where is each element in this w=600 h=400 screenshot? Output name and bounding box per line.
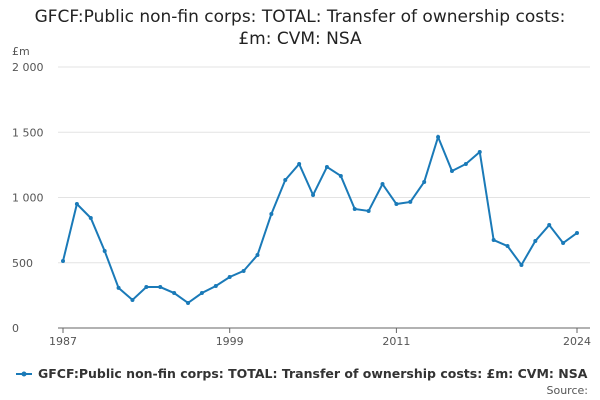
data-point — [491, 238, 496, 243]
data-point — [297, 161, 302, 166]
data-point — [422, 179, 427, 184]
data-point — [199, 291, 204, 296]
data-point — [436, 134, 441, 139]
legend-label: GFCF:Public non-fin corps: TOTAL: Transf… — [38, 366, 588, 381]
data-point — [463, 161, 468, 166]
data-point — [227, 274, 232, 279]
chart-title: GFCF:Public non-fin corps: TOTAL: Transf… — [34, 7, 566, 49]
data-point — [352, 206, 357, 211]
data-point — [158, 285, 163, 290]
data-point — [130, 297, 135, 302]
y-tick-label: 2 000 — [12, 61, 44, 74]
data-point — [61, 259, 65, 264]
data-point — [172, 291, 177, 296]
y-tick-label: 1 500 — [12, 126, 44, 139]
data-point — [241, 268, 246, 273]
x-tick-label: 2011 — [382, 335, 410, 348]
data-point — [213, 283, 218, 288]
data-point — [74, 202, 79, 207]
data-point — [477, 149, 482, 154]
data-point — [380, 182, 385, 187]
data-point — [547, 223, 552, 228]
data-point — [533, 238, 538, 243]
legend-marker — [21, 371, 27, 377]
data-point — [186, 300, 191, 305]
y-unit: £m — [12, 45, 30, 58]
data-point — [255, 253, 260, 258]
source: Source: — [547, 384, 589, 397]
data-point — [575, 230, 579, 235]
x-tick-label: 1987 — [49, 335, 77, 348]
data-point — [561, 241, 566, 246]
data-point — [394, 202, 399, 207]
data-point — [102, 249, 107, 254]
data-point — [519, 262, 524, 267]
data-point — [269, 211, 274, 216]
data-point — [449, 169, 454, 174]
x-tick-label: 2024 — [563, 335, 591, 348]
data-point — [88, 215, 93, 220]
data-point — [116, 285, 121, 290]
y-tick-label: 500 — [12, 257, 33, 270]
data-point — [366, 208, 371, 213]
y-tick-label: 1 000 — [12, 192, 44, 205]
data-point — [283, 178, 288, 183]
data-point — [505, 244, 510, 249]
series-line — [62, 133, 578, 305]
data-point — [338, 173, 343, 178]
data-point — [324, 164, 329, 169]
data-point — [144, 285, 149, 290]
x-tick-label: 1999 — [216, 335, 244, 348]
data-point — [408, 199, 413, 204]
data-point — [311, 193, 316, 198]
y-tick-label: 0 — [12, 322, 19, 335]
